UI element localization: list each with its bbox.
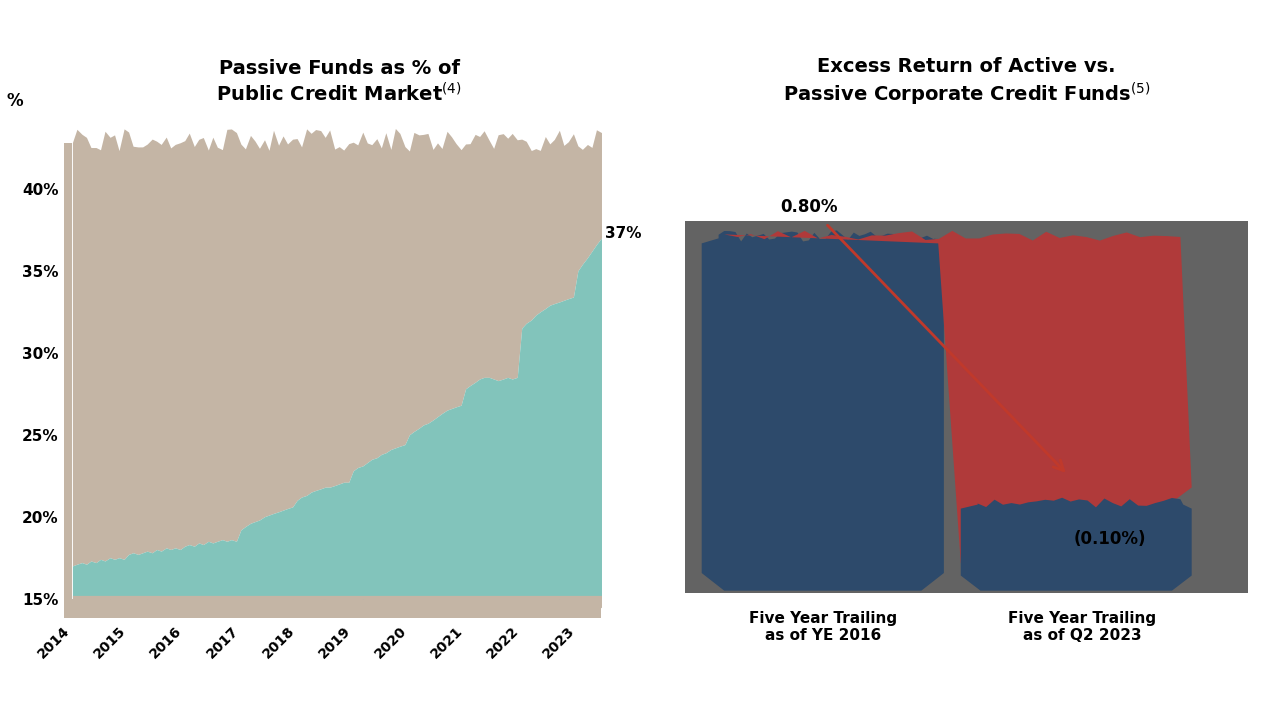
Text: 37%: 37% (605, 226, 641, 241)
Title: Passive Funds as % of
Public Credit Market$^{(4)}$: Passive Funds as % of Public Credit Mark… (216, 59, 462, 105)
Text: 0.80%: 0.80% (781, 198, 838, 216)
Polygon shape (64, 142, 73, 618)
Text: %: % (6, 92, 23, 110)
Text: Five Year Trailing
as of YE 2016: Five Year Trailing as of YE 2016 (749, 611, 897, 644)
Title: Excess Return of Active vs.
Passive Corporate Credit Funds$^{(5)}$: Excess Return of Active vs. Passive Corp… (782, 58, 1151, 108)
Polygon shape (685, 90, 1248, 221)
Polygon shape (961, 498, 1192, 591)
Polygon shape (724, 231, 1192, 563)
Polygon shape (701, 230, 943, 591)
Text: (0.10%): (0.10%) (1074, 531, 1146, 549)
Polygon shape (685, 140, 1248, 593)
Text: Five Year Trailing
as of Q2 2023: Five Year Trailing as of Q2 2023 (1007, 611, 1156, 644)
